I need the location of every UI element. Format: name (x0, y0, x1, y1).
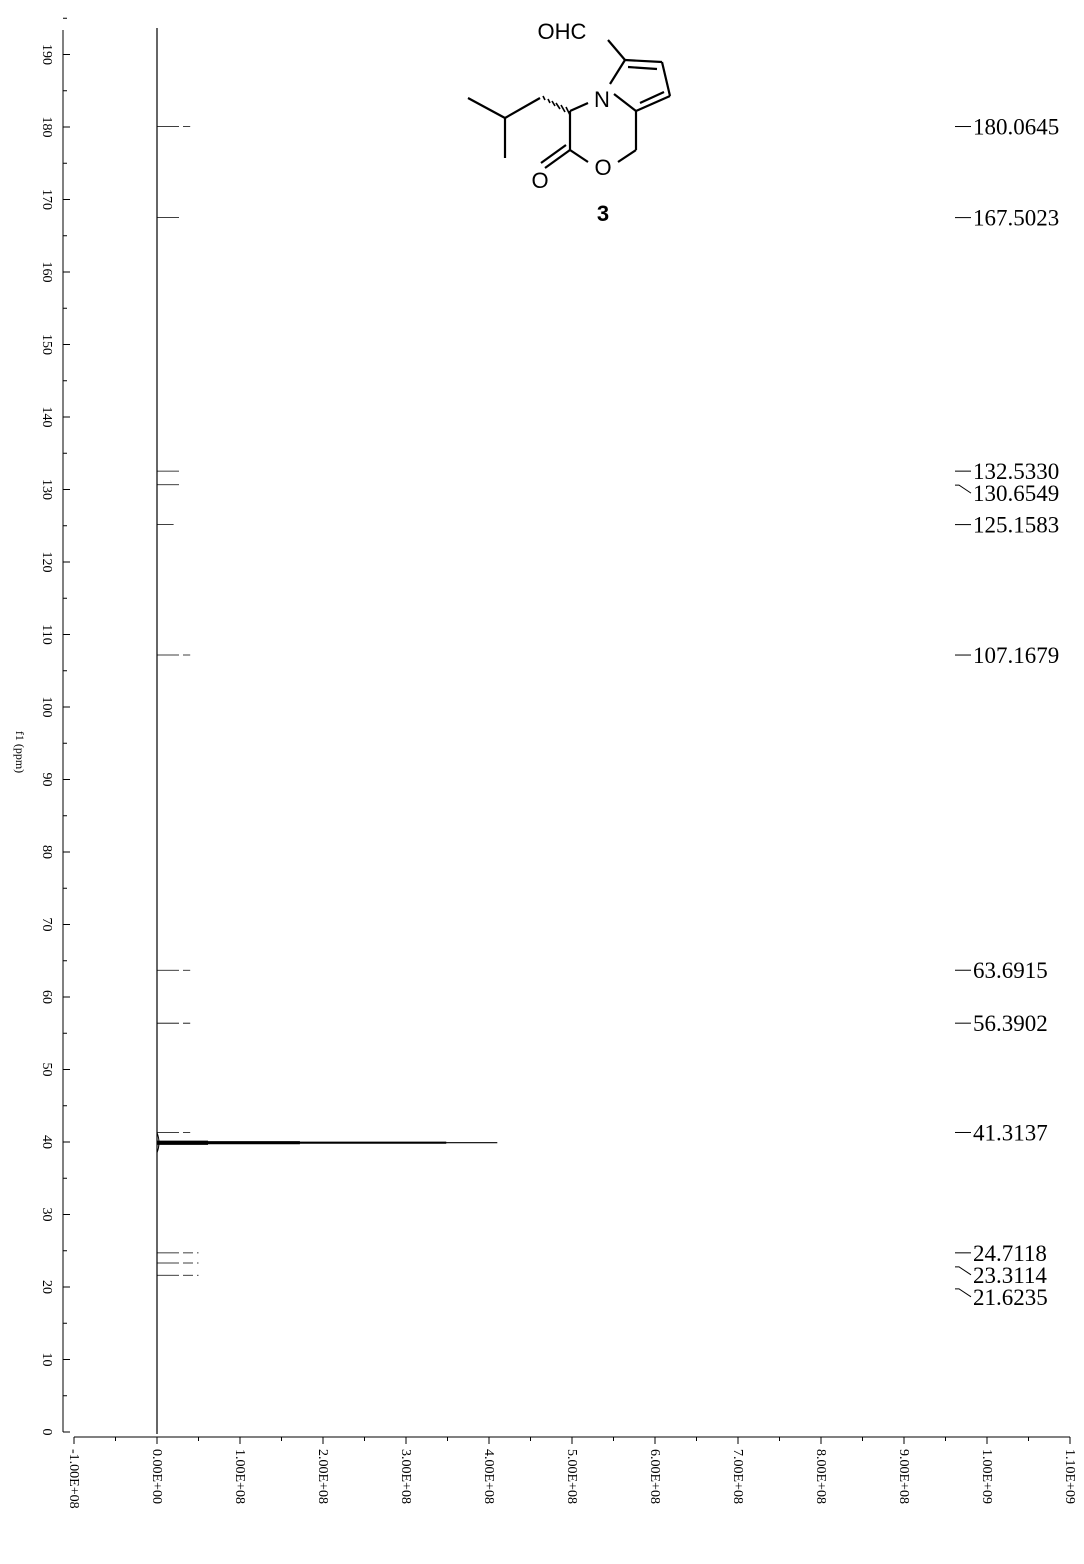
peak-label-group: 21.6235 (955, 1285, 1048, 1310)
ppm-tick-label: 80 (39, 845, 54, 859)
peak-label-text: 21.6235 (973, 1285, 1048, 1310)
intensity-tick-label: -1.00E+08 (66, 1449, 81, 1509)
ppm-tick-label: 130 (39, 479, 54, 500)
intensity-tick-label: 3.00E+08 (398, 1449, 413, 1504)
peak-label-group: 132.5330 (955, 459, 1059, 484)
peak-label-leader (955, 1288, 972, 1298)
ppm-tick-label: 180 (39, 117, 54, 138)
peak-label-group: 130.6549 (955, 481, 1059, 506)
intensity-tick-label: 8.00E+08 (813, 1449, 828, 1504)
bond-line (609, 59, 626, 85)
bond-line (504, 97, 541, 119)
peak-label-text: 180.0645 (973, 115, 1059, 140)
bond-line (660, 61, 672, 97)
ppm-tick-label: 30 (39, 1208, 54, 1222)
ppm-tick-label: 190 (39, 44, 54, 65)
nitrogen-label: N (594, 87, 610, 112)
ppm-tick-label: 0 (39, 1429, 54, 1436)
intensity-tick-label: 1.00E+09 (979, 1449, 994, 1504)
hashed-wedge-bond (542, 95, 571, 116)
intensity-tick-label: 2.00E+08 (315, 1449, 330, 1504)
bond-line (613, 93, 637, 112)
peak-label-leader (955, 484, 972, 494)
peak-label-group: 107.1679 (955, 643, 1059, 668)
compound-number: 3 (597, 201, 609, 226)
ppm-tick-label: 10 (39, 1353, 54, 1367)
molecule-labels: OHC N O O 3 (531, 19, 611, 226)
ppm-tick-label: 40 (39, 1135, 54, 1149)
peak-label-group: 41.3137 (955, 1120, 1048, 1145)
peak-label-text: 41.3137 (973, 1120, 1048, 1145)
intensity-tick-label: 4.00E+08 (481, 1449, 496, 1504)
peak-label-group: 23.3114 (955, 1263, 1047, 1288)
chart-ticks: 0 10 20 30 40 50 60 70 80 90 100 110 120 130 140 150 160… (39, 17, 1077, 1509)
ppm-tick-label: 60 (39, 990, 54, 1004)
peak-label-text: 56.3902 (973, 1011, 1048, 1036)
bond-line (569, 149, 589, 163)
molecule-structure (467, 39, 672, 169)
intensity-tick-label: 5.00E+08 (564, 1449, 579, 1504)
chart-axes (62, 30, 1070, 1438)
ring-oxygen-label: O (594, 155, 611, 180)
peak-label-group: 167.5023 (955, 206, 1059, 231)
ppm-tick-label: 70 (39, 918, 54, 932)
bond-line (639, 91, 665, 104)
peak-label-text: 132.5330 (973, 459, 1059, 484)
ppm-tick-label: 100 (39, 697, 54, 718)
chart-marks (156, 28, 498, 1434)
ppm-tick-label: 50 (39, 1063, 54, 1077)
peak-label-group: 125.1583 (955, 513, 1059, 538)
peak-label-leader (955, 1266, 972, 1276)
ppm-tick-label: 110 (39, 624, 54, 644)
ppm-axis-title: f1 (ppm) (13, 731, 27, 773)
ppm-tick-label: 140 (39, 407, 54, 428)
peak-label-group: 24.7118 (955, 1241, 1047, 1266)
ppm-tick-label: 90 (39, 773, 54, 787)
peak-label-text: 23.3114 (973, 1263, 1047, 1288)
intensity-tick-label: 1.10E+09 (1062, 1449, 1077, 1504)
bond-line (544, 149, 571, 169)
intensity-tick-label: 7.00E+08 (730, 1449, 745, 1504)
bond-line (467, 97, 506, 119)
ppm-tick-label: 150 (39, 334, 54, 355)
ppm-tick-label: 20 (39, 1280, 54, 1294)
bond-line (624, 58, 663, 64)
peak-label-group: 63.6915 (955, 958, 1048, 983)
bond-line (627, 65, 658, 71)
peak-label-group: 56.3902 (955, 1011, 1048, 1036)
peak-label-text: 24.7118 (973, 1241, 1047, 1266)
bond-line (607, 39, 626, 61)
intensity-tick-label: 6.00E+08 (647, 1449, 662, 1504)
carbonyl-oxygen-label: O (531, 168, 548, 193)
bond-line (635, 94, 671, 113)
peak-label-text: 63.6915 (973, 958, 1048, 983)
intensity-tick-label: 0.00E+00 (149, 1449, 164, 1504)
bond-line (617, 149, 637, 163)
solvent-peak-base (156, 1132, 160, 1153)
bond-line (540, 144, 567, 164)
peak-label-text: 125.1583 (973, 513, 1059, 538)
aldehyde-label: OHC (538, 19, 587, 44)
peak-label-group: 180.0645 (955, 115, 1059, 140)
intensity-tick-label: 9.00E+08 (896, 1449, 911, 1504)
peak-label-text: 130.6549 (973, 481, 1059, 506)
bond-line (569, 101, 589, 113)
peak-label-text: 167.5023 (973, 206, 1059, 231)
intensity-tick-label: 1.00E+08 (232, 1449, 247, 1504)
ppm-tick-label: 170 (39, 189, 54, 210)
ppm-tick-label: 160 (39, 262, 54, 283)
peak-label-text: 107.1679 (973, 643, 1059, 668)
ppm-tick-label: 120 (39, 552, 54, 573)
